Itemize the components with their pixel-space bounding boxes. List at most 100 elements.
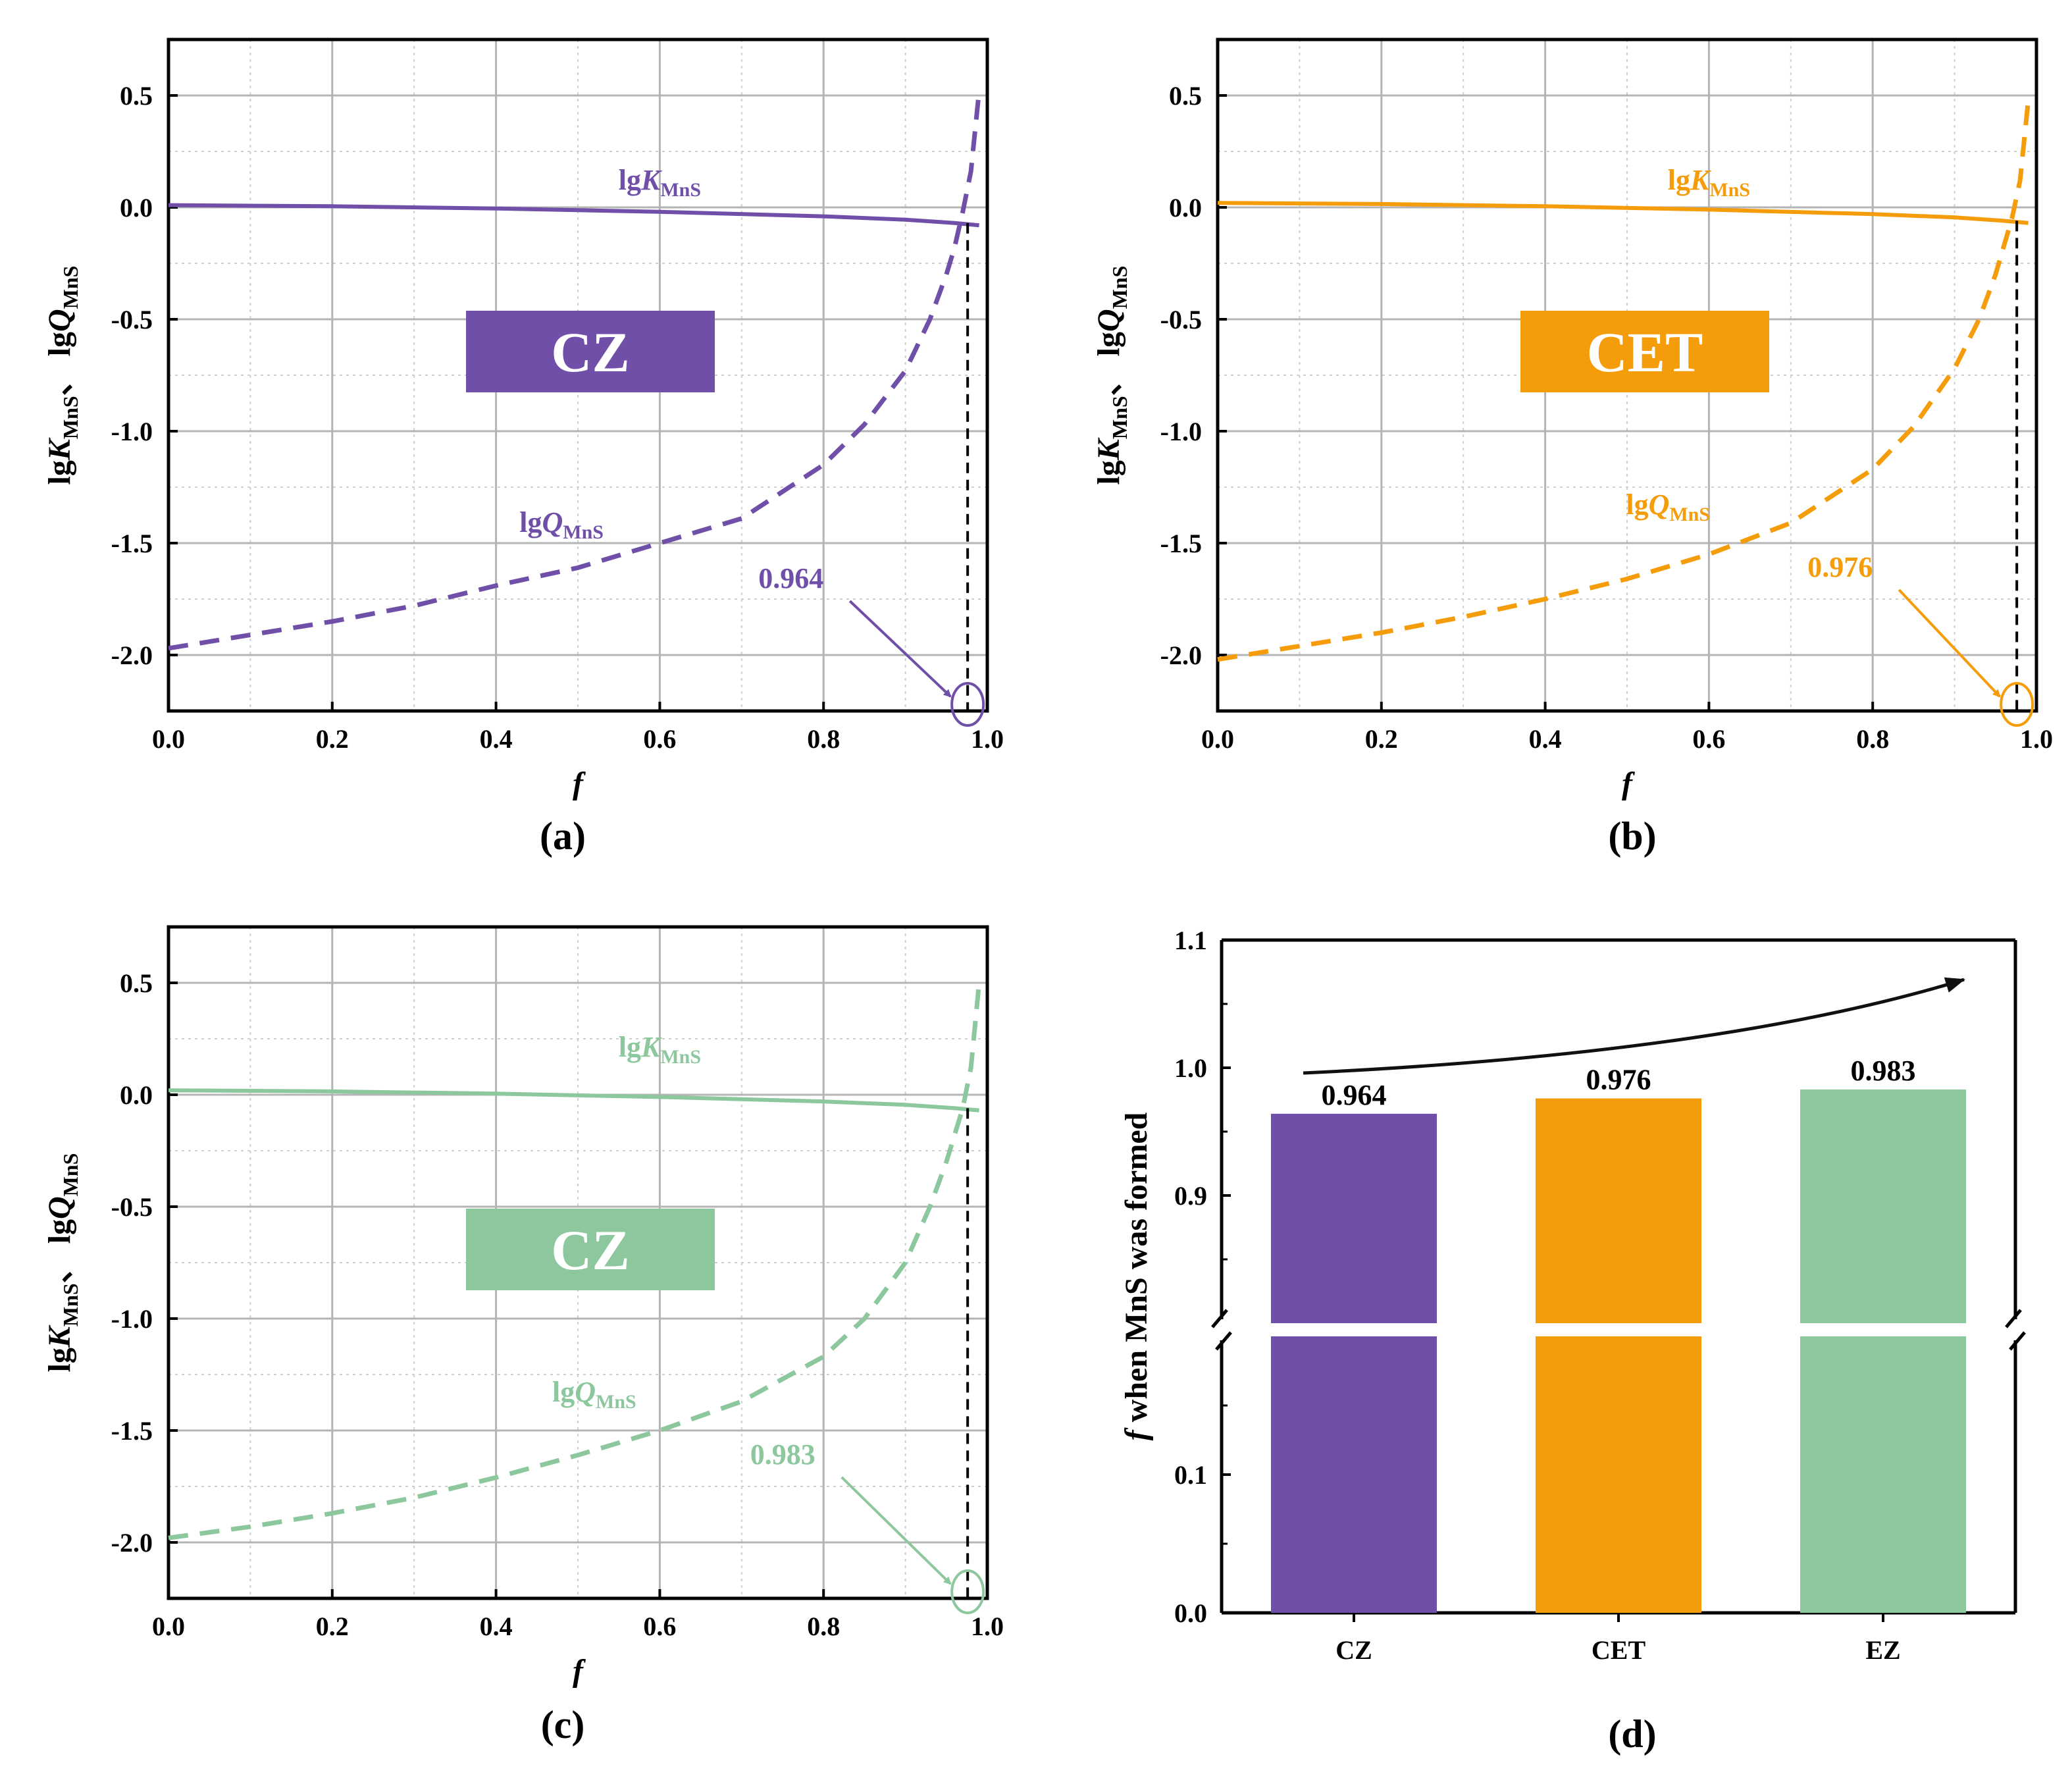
x-tick-label: 0.0 [152, 1612, 185, 1641]
curve-label-var: Q [1649, 488, 1670, 521]
y-tick-label: -1.0 [1160, 417, 1202, 446]
plot-frame [167, 925, 989, 1600]
x-tick-label: 0.6 [643, 1612, 676, 1641]
x-tick-label: 0.4 [480, 1612, 513, 1641]
series-lgQ_MnS [168, 982, 982, 1540]
intersection-value-label: 0.964 [758, 562, 823, 594]
y-title-base: lg [42, 1348, 77, 1372]
y-title-base: lg [1091, 460, 1126, 485]
bar-value-label: 0.964 [1322, 1079, 1387, 1111]
y-title-base: lg [1091, 332, 1126, 364]
y-tick-label: -0.5 [111, 305, 153, 334]
y-title-var: Q [42, 1196, 77, 1219]
x-tick-label: 0.8 [807, 724, 840, 754]
curve-label-var: Q [575, 1376, 596, 1408]
sample-label-text: CZ [551, 1219, 629, 1282]
intersection-value-label: 0.983 [750, 1438, 816, 1471]
x-axis-title: f [1622, 766, 1635, 801]
bar-cet-upper [1536, 1098, 1701, 1323]
y-title-separator: 、 [1091, 364, 1126, 396]
curve-label: lgKMnS [619, 164, 701, 201]
series-lgK_MnS [1217, 201, 2029, 225]
x-tick-label: 1.0 [2020, 724, 2053, 754]
axis-break-mark [1211, 1309, 1228, 1328]
curve-label-sub: MnS [660, 179, 701, 201]
curve-label-var: K [1690, 164, 1711, 196]
y-tick-label: 0.1 [1174, 1460, 1207, 1490]
panel-label: (d) [1608, 1712, 1656, 1756]
sample-label-box [1520, 311, 1769, 392]
curve-label-var: K [640, 1031, 662, 1063]
curve-label-var: Q [542, 506, 563, 538]
y-tick-label: 1.0 [1174, 1053, 1207, 1083]
bar-value-label: 0.983 [1851, 1055, 1916, 1087]
y-tick-label: -0.5 [1160, 305, 1202, 334]
x-tick-label: 0.6 [1692, 724, 1725, 754]
panel-c: 0.0 0.2 0.4 0.6 0.8 1.0 0.5 0.0 -0.5 -1.0 -1.5 -2.0… [42, 925, 1004, 1746]
curve-label-sub: MnS [1709, 179, 1750, 201]
y-tick-label: -1.0 [111, 1304, 153, 1334]
curve-label-sub: MnS [660, 1046, 701, 1068]
curve-label-sub: MnS [596, 1391, 636, 1413]
curve-label: lgQMnS [519, 506, 604, 543]
y-title-text: when MnS was formed [1119, 1112, 1154, 1430]
curve-label-base: lg [552, 1376, 575, 1408]
bar-ez-upper [1800, 1089, 1966, 1323]
curve-label-base: lg [619, 164, 641, 196]
plot-frame [1216, 38, 2038, 713]
y-title-base: lg [42, 460, 77, 485]
y-title-sub: MnS [59, 1283, 82, 1326]
trend-arrow [1303, 977, 1965, 1075]
x-tick-label: 0.0 [152, 724, 185, 754]
x-tick-label: 0.6 [643, 724, 676, 754]
curve-label-base: lg [619, 1031, 641, 1063]
y-tick-label: 0.0 [120, 193, 153, 223]
x-tick-label: 0.4 [480, 724, 513, 754]
y-tick-label: 0.5 [120, 81, 153, 111]
x-tick-label: 0.8 [1856, 724, 1889, 754]
y-tick-label: 0.5 [1169, 81, 1202, 111]
y-axis-title: lgKMnS、 lgQMnS [1091, 266, 1131, 485]
intersection-arrow [848, 600, 952, 698]
y-title-sub: MnS [59, 396, 82, 439]
bar-cz-upper [1271, 1113, 1437, 1323]
panel-label: (c) [541, 1703, 585, 1746]
sample-label-text: CZ [551, 321, 629, 384]
y-tick-label: 0.0 [120, 1080, 153, 1110]
sample-label-box [466, 1209, 715, 1290]
series-lgK_MnS [168, 1088, 979, 1113]
y-title-var: K [42, 437, 77, 461]
x-tick-label: 0.2 [316, 724, 349, 754]
intersection-arrow [1898, 589, 2001, 698]
x-category-label: EZ [1865, 1635, 1900, 1665]
y-tick-label: -1.5 [1160, 529, 1202, 558]
x-tick-label: 0.8 [807, 1612, 840, 1641]
y-tick-label: 0.0 [1169, 193, 1202, 223]
y-title-base: lg [42, 332, 77, 364]
y-tick-label: 0.9 [1174, 1181, 1207, 1211]
y-tick-label: -0.5 [111, 1192, 153, 1222]
y-axis-title: f when MnS was formed [1119, 1112, 1154, 1440]
y-tick-label: -1.5 [111, 1416, 153, 1446]
y-tick-label: -2.0 [111, 1528, 153, 1558]
y-axis-title: lgKMnS、 lgQMnS [42, 266, 82, 485]
y-title-sub: MnS [59, 1153, 82, 1197]
intersection-marker-circle [2000, 682, 2034, 727]
curve-label-base: lg [1626, 488, 1648, 521]
axis-break-mark [2005, 1309, 2022, 1328]
series-lgK_MnS [168, 203, 979, 228]
y-tick-label: -2.0 [111, 641, 153, 670]
curve-label: lgKMnS [1668, 164, 1750, 201]
panel-b: 0.0 0.2 0.4 0.6 0.8 1.0 0.5 0.0 -0.5 -1.0 -1.5 -2.0… [1091, 38, 2053, 858]
y-title-var: f [1119, 1427, 1154, 1440]
panel-d: 0.964 CZ 0.976 CET 0.983 EZ 0.9 1.0 1.1 0.0 0.1 f w… [1119, 926, 2026, 1756]
curve-label: lgQMnS [552, 1376, 636, 1413]
y-title-var: Q [1091, 309, 1126, 332]
panel-label: (b) [1608, 814, 1656, 858]
sample-label-text: CET [1587, 321, 1703, 384]
bar-cz-lower [1271, 1336, 1437, 1613]
curve-label-sub: MnS [563, 521, 604, 543]
y-tick-label: 1.1 [1174, 926, 1207, 955]
curve-label-base: lg [1668, 164, 1690, 196]
